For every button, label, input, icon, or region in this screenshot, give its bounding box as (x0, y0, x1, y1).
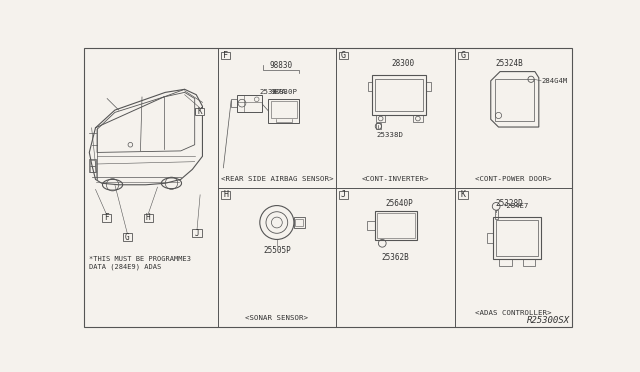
Text: <CONT-POWER DOOR>: <CONT-POWER DOOR> (475, 176, 552, 182)
Text: <ADAS CONTROLLER>: <ADAS CONTROLLER> (475, 311, 552, 317)
Bar (376, 115, 385, 122)
Bar (372, 76, 426, 115)
Text: H: H (223, 190, 228, 199)
Bar (102, 214, 111, 222)
Bar (377, 213, 415, 238)
Text: G: G (341, 51, 346, 60)
Bar (495, 210, 498, 219)
Text: G: G (125, 232, 129, 242)
Text: R25300SX: R25300SX (527, 316, 570, 325)
Text: H: H (146, 214, 150, 222)
Bar (271, 101, 297, 118)
Bar (339, 52, 348, 59)
Text: F: F (104, 214, 109, 222)
Bar (123, 233, 132, 241)
Text: <SONAR SENSOR>: <SONAR SENSOR> (245, 315, 308, 321)
Text: 28300: 28300 (392, 59, 415, 68)
Bar (231, 99, 237, 107)
Bar (339, 191, 348, 199)
Bar (193, 230, 202, 237)
Text: K: K (460, 190, 465, 199)
Bar (487, 233, 493, 243)
Text: 25505P: 25505P (263, 246, 291, 254)
Text: *THIS MUST BE PROGRAMME3
DATA (284E9) ADAS: *THIS MUST BE PROGRAMME3 DATA (284E9) AD… (90, 256, 191, 270)
Bar (496, 220, 538, 256)
Text: <CONT-INVERTER>: <CONT-INVERTER> (362, 176, 429, 182)
Bar (495, 79, 534, 121)
Text: 25328D: 25328D (495, 199, 524, 208)
Bar (90, 166, 95, 172)
Text: J: J (195, 229, 199, 238)
Text: 98830: 98830 (269, 61, 292, 70)
Bar (367, 81, 372, 91)
Text: J: J (341, 190, 346, 199)
Bar (458, 191, 467, 199)
Text: 98830P: 98830P (270, 89, 298, 94)
Bar (426, 81, 431, 91)
Text: <REAR SIDE AIRBAG SENSOR>: <REAR SIDE AIRBAG SENSOR> (221, 176, 333, 182)
Bar (499, 260, 511, 266)
Text: K: K (197, 107, 202, 116)
Bar (458, 52, 467, 59)
Bar (296, 219, 303, 226)
Bar (90, 160, 95, 166)
Text: F: F (223, 51, 228, 60)
Bar (374, 211, 417, 240)
Bar (143, 214, 153, 222)
Text: *284E7: *284E7 (502, 203, 529, 209)
Bar (294, 217, 305, 228)
Text: G: G (460, 51, 465, 60)
Text: 25362B: 25362B (381, 253, 410, 262)
Bar (237, 95, 262, 112)
Bar (221, 191, 230, 199)
Bar (493, 217, 541, 260)
Bar (367, 221, 374, 230)
Bar (195, 108, 204, 115)
Bar (413, 115, 422, 122)
Text: 284G4M: 284G4M (541, 78, 568, 84)
Bar (376, 123, 381, 129)
Bar (90, 158, 95, 173)
Bar (375, 78, 423, 111)
Bar (522, 260, 535, 266)
Text: 25338D: 25338D (376, 132, 403, 138)
Bar (221, 52, 230, 59)
Text: 25324B: 25324B (495, 59, 524, 68)
Text: 25640P: 25640P (385, 199, 413, 208)
Bar (268, 99, 300, 123)
Text: 25387A: 25387A (259, 89, 286, 94)
